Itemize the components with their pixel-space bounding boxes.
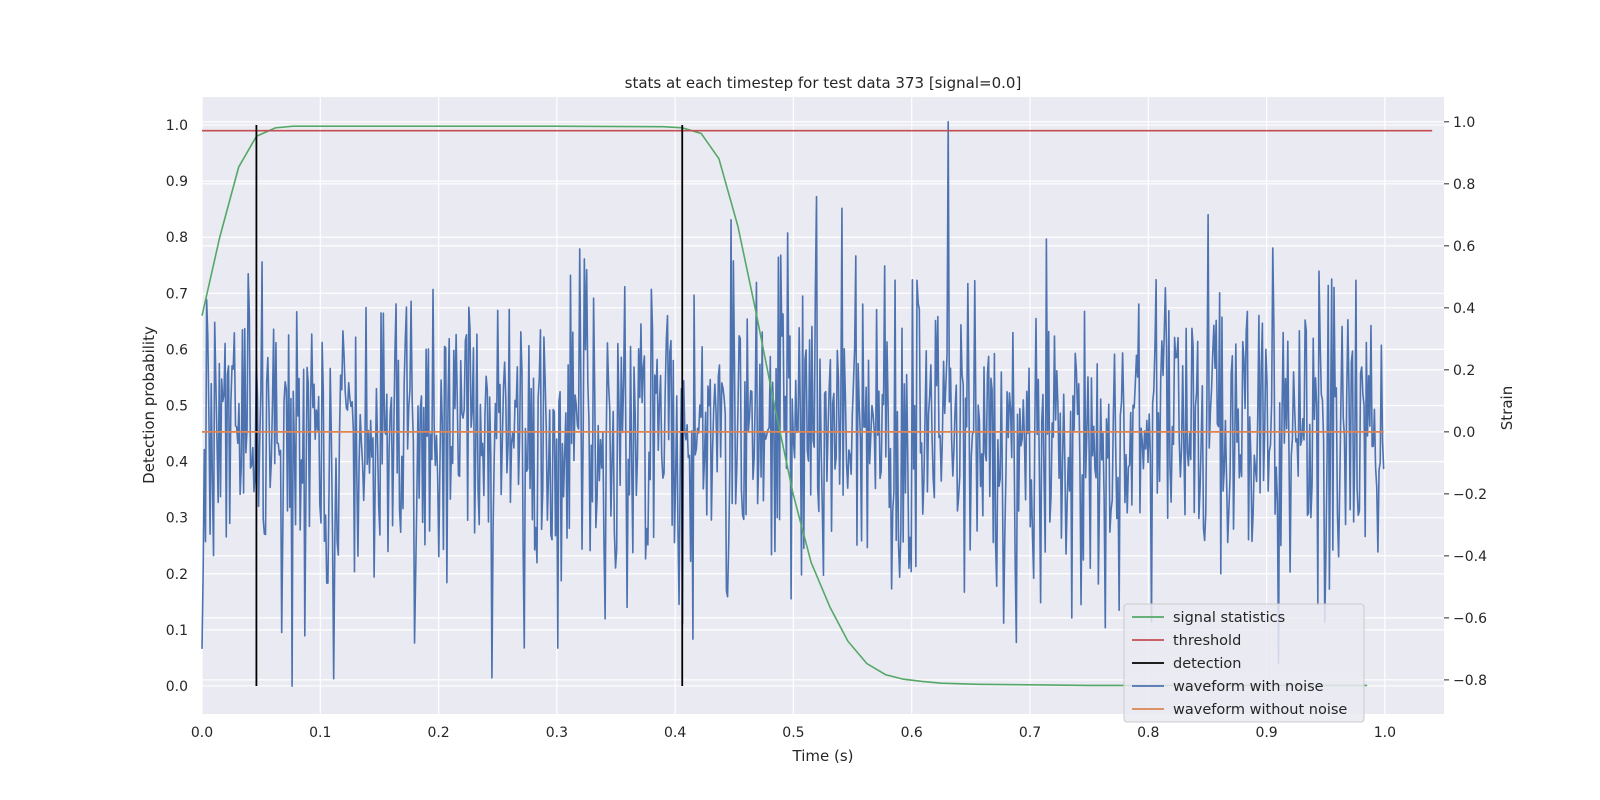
y-left-tick-label: 0.8 [166,230,188,246]
y-axis-right: −0.8 −0.6 −0.4 −0.2 0.0 0.2 0.4 0.6 0.8 1.0 [1444,115,1487,689]
x-axis-label: Time (s) [792,747,854,765]
x-tick-label: 1.0 [1374,725,1396,741]
y-right-tick-label: −0.8 [1453,673,1487,689]
y-left-tick-label: 0.4 [166,455,188,471]
x-tick-label: 0.5 [782,725,804,741]
x-tick-label: 0.9 [1255,725,1277,741]
y-right-tick-label: 0.6 [1453,239,1475,255]
x-tick-label: 0.6 [901,725,923,741]
y-right-tick-label: 1.0 [1453,115,1475,131]
y-right-tick-label: −0.6 [1453,611,1487,627]
y-left-tick-label: 0.7 [166,286,188,302]
y-axis-left-label: Detection probability [140,326,158,484]
x-tick-label: 0.8 [1137,725,1159,741]
legend: signal statistics threshold detection wa… [1123,603,1365,723]
x-tick-label: 0.3 [546,725,568,741]
y-left-tick-label: 1.0 [166,118,188,134]
legend-box [1123,603,1365,723]
y-right-tick-label: 0.2 [1453,363,1475,379]
y-left-tick-label: 0.3 [166,511,188,527]
y-axis-right-label: Strain [1498,386,1516,430]
y-left-tick-label: 0.5 [166,399,188,415]
y-right-tick-label: 0.4 [1453,301,1475,317]
y-right-tick-label: −0.4 [1453,549,1487,565]
legend-label-waveform-without-noise: waveform without noise [1173,702,1347,718]
y-right-tick-label: −0.2 [1453,487,1487,503]
legend-label-threshold: threshold [1173,633,1241,649]
x-tick-label: 0.4 [664,725,686,741]
y-left-tick-label: 0.2 [166,567,188,583]
y-right-tick-label: 0.0 [1453,425,1475,441]
y-left-tick-label: 0.1 [166,623,188,639]
x-tick-label: 0.1 [309,725,331,741]
y-right-tick-label: 0.8 [1453,177,1475,193]
x-tick-label: 0.0 [191,725,213,741]
series-layer [201,121,1433,687]
y-left-tick-label: 0.9 [166,174,188,190]
y-left-tick-label: 0.0 [166,679,188,695]
legend-label-detection: detection [1173,656,1241,672]
legend-label-waveform-with-noise: waveform with noise [1173,679,1324,695]
x-axis: 0.0 0.1 0.2 0.3 0.4 0.5 0.6 0.7 0.8 0.9 1.0 [191,725,1396,741]
x-tick-label: 0.7 [1019,725,1041,741]
x-tick-label: 0.2 [427,725,449,741]
chart-title: stats at each timestep for test data 373… [625,74,1022,92]
y-left-tick-label: 0.6 [166,342,188,358]
series-line-signal-statistics [201,125,1368,687]
series-line-waveform-with-noise [201,121,1385,687]
legend-label-signal-statistics: signal statistics [1173,610,1285,626]
y-axis-left: 0.0 0.1 0.2 0.3 0.4 0.5 0.6 0.7 0.8 0.9 1.0 [166,118,188,695]
